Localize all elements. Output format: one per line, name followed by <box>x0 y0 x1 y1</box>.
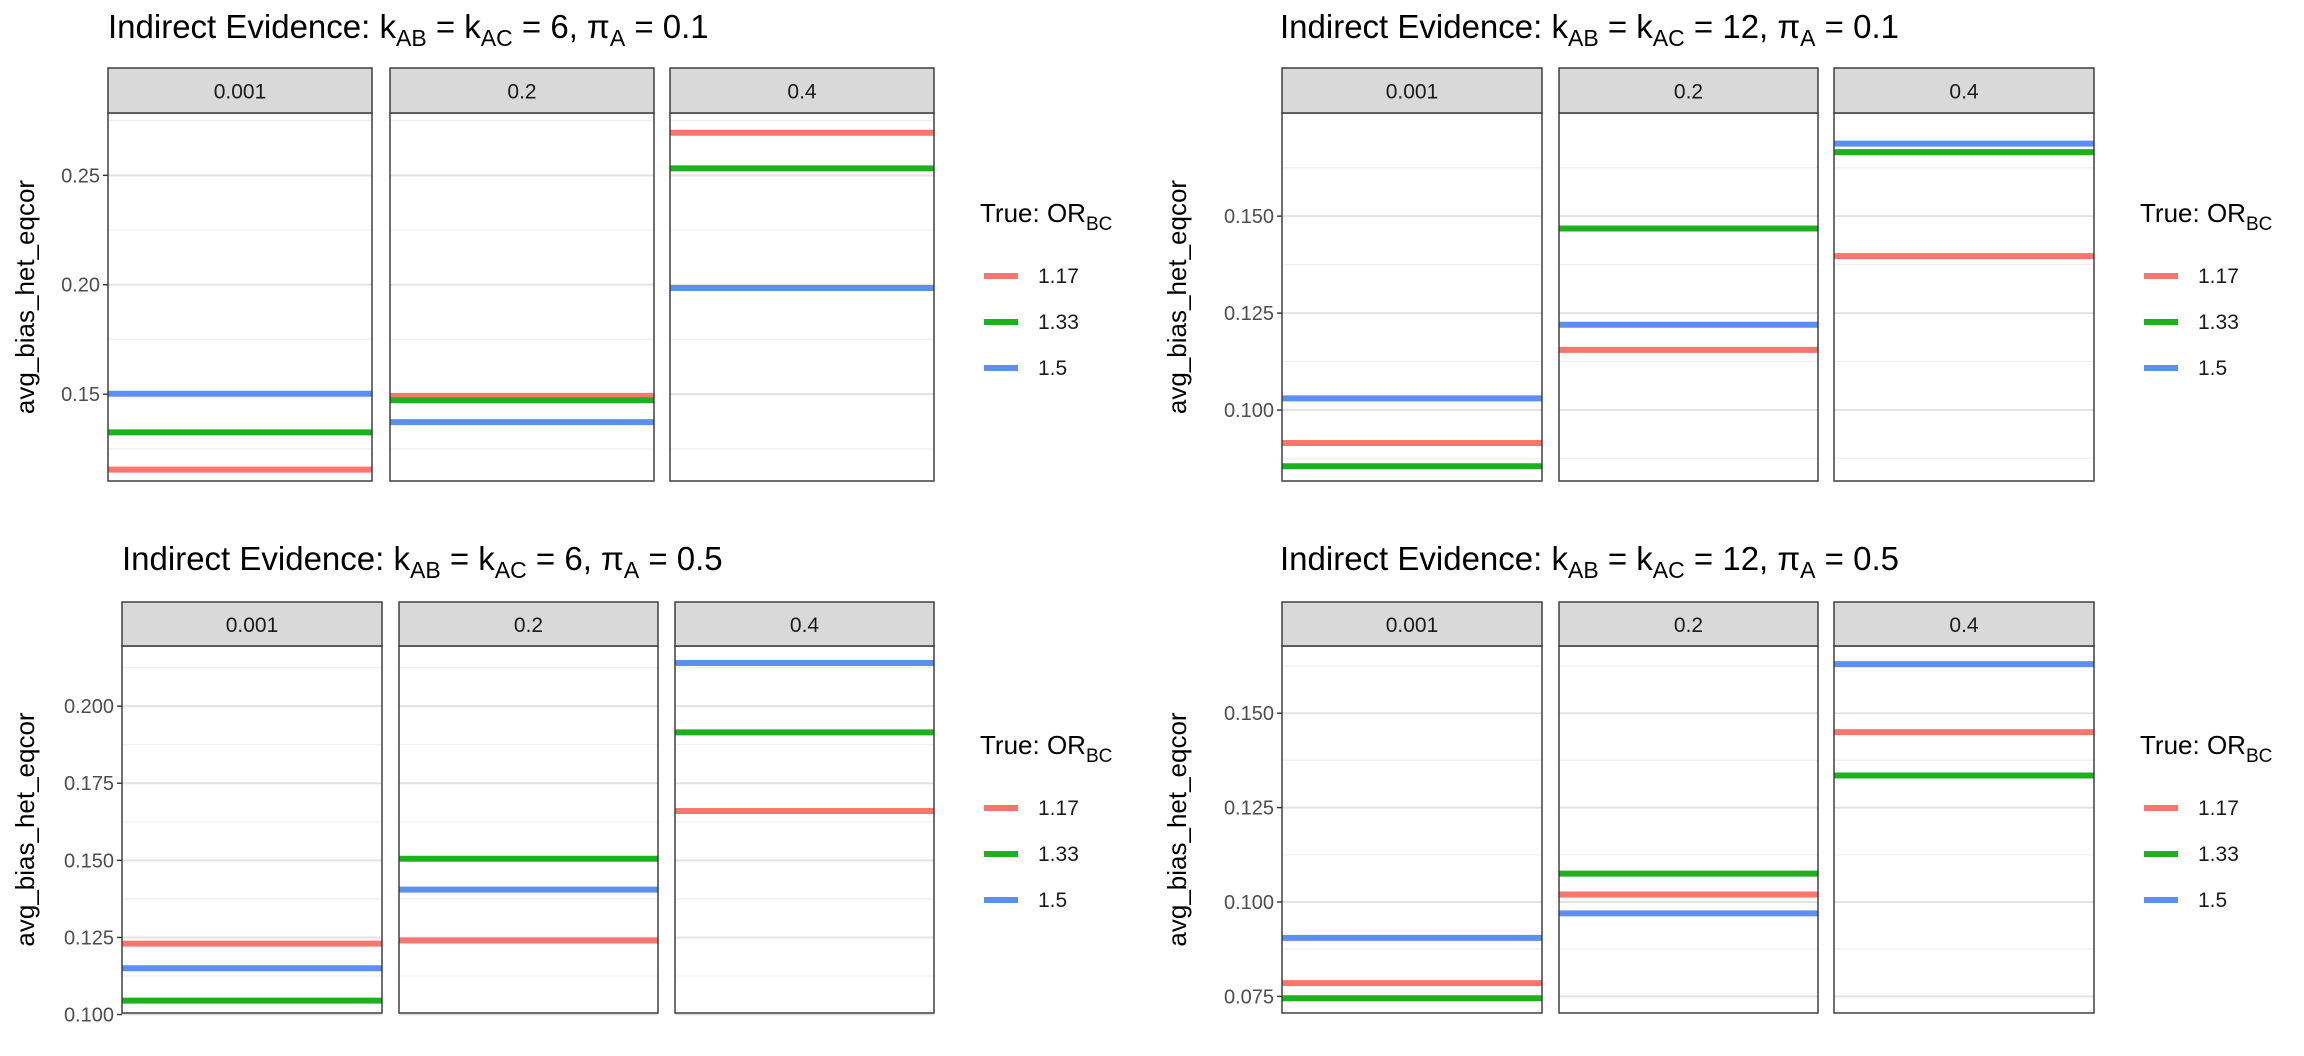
facet-strip-label: 0.2 <box>1674 81 1703 104</box>
panel-background <box>675 646 934 1013</box>
facet-panel-0.4: 0.4 <box>1833 67 2095 482</box>
facet-strip <box>1833 601 2095 647</box>
facet-panel-0.2: 0.2 <box>398 601 659 1016</box>
facet-strip <box>107 67 373 114</box>
facet-panel-0.001: 0.001 <box>1281 601 1543 1014</box>
panel-background <box>1282 113 1542 481</box>
facet-strip-label: 0.2 <box>514 614 543 637</box>
panel-background <box>390 113 654 481</box>
legend-label: 1.5 <box>2198 889 2227 912</box>
y-tick-label: 0.15 <box>61 384 100 406</box>
legend-label: 1.17 <box>2198 797 2239 820</box>
legend-label: 1.33 <box>1038 843 1079 866</box>
facet-strip-label: 0.2 <box>507 81 536 104</box>
facet-strip-label: 0.001 <box>214 81 267 104</box>
y-tick-label: 0.100 <box>1224 892 1274 914</box>
y-tick-label: 0.100 <box>64 1005 114 1027</box>
facet-panel-0.001: 0.001 <box>107 67 373 482</box>
chart-title: Indirect Evidence: kAB = kAC = 12, πA = … <box>1280 540 1899 583</box>
legend: True: ORBC 1.17 1.33 1.5 <box>980 198 1112 380</box>
facet-panel-0.4: 0.4 <box>1833 601 2095 1014</box>
facet-panel-0.2: 0.2 <box>1558 67 1819 482</box>
legend-label: 1.5 <box>1038 357 1067 380</box>
facet-strip-label: 0.001 <box>226 614 279 637</box>
facet-strip <box>398 601 659 647</box>
facet-strip-label: 0.001 <box>1386 81 1439 104</box>
facet-panel-0.4: 0.4 <box>674 601 935 1016</box>
y-tick-label: 0.125 <box>1224 303 1274 325</box>
y-tick-label: 0.200 <box>64 696 114 718</box>
legend-title: True: ORBC <box>2140 198 2272 235</box>
facet-panel-0.2: 0.2 <box>389 67 655 482</box>
chart-block-3: Indirect Evidence: kAB = kAC = 6, πA = 0… <box>10 540 1112 1027</box>
facet-panel-0.001: 0.001 <box>121 601 383 1016</box>
y-tick-label: 0.150 <box>64 850 114 872</box>
legend-label: 1.33 <box>2198 311 2239 334</box>
y-axis-title: avg_bias_het_eqcor <box>1162 180 1192 415</box>
facet-strip-label: 0.2 <box>1674 614 1703 637</box>
y-axis-title: avg_bias_het_eqcor <box>10 180 40 415</box>
legend: True: ORBC 1.17 1.33 1.5 <box>2140 730 2272 912</box>
panel-background <box>1559 646 1818 1013</box>
legend-label: 1.17 <box>1038 265 1079 288</box>
legend: True: ORBC 1.17 1.33 1.5 <box>980 730 1112 912</box>
facet-panel-0.2: 0.2 <box>1558 601 1819 1014</box>
legend-title: True: ORBC <box>980 730 1112 767</box>
facet-strip-label: 0.4 <box>1949 81 1979 104</box>
facet-strip <box>1281 67 1543 114</box>
y-tick-label: 0.125 <box>1224 798 1274 820</box>
y-tick-label: 0.075 <box>1224 986 1274 1008</box>
facet-panel-0.4: 0.4 <box>669 67 935 482</box>
facet-strip-label: 0.4 <box>787 81 817 104</box>
legend-label: 1.17 <box>2198 265 2239 288</box>
y-tick-label: 0.100 <box>1224 400 1274 422</box>
facet-strip <box>669 67 935 114</box>
chart-title: Indirect Evidence: kAB = kAC = 6, πA = 0… <box>108 8 709 51</box>
facet-strip-label: 0.001 <box>1386 614 1439 637</box>
y-tick-label: 0.125 <box>64 927 114 949</box>
panel-background <box>1834 646 2094 1013</box>
legend: True: ORBC 1.17 1.33 1.5 <box>2140 198 2272 380</box>
facet-strip <box>1558 67 1819 114</box>
chart-title: Indirect Evidence: kAB = kAC = 12, πA = … <box>1280 8 1899 51</box>
y-tick-label: 0.175 <box>64 773 114 795</box>
legend-label: 1.5 <box>1038 889 1067 912</box>
facet-strip <box>121 601 383 647</box>
legend-title: True: ORBC <box>2140 730 2272 767</box>
y-tick-label: 0.20 <box>61 275 100 297</box>
facet-strip <box>1281 601 1543 647</box>
chart-block-1: Indirect Evidence: kAB = kAC = 6, πA = 0… <box>10 8 1112 482</box>
y-tick-label: 0.25 <box>61 165 100 187</box>
panel-background <box>1559 113 1818 481</box>
y-tick-label: 0.150 <box>1224 206 1274 228</box>
facet-strip <box>1833 67 2095 114</box>
panel-background <box>122 646 382 1013</box>
facet-strip-label: 0.4 <box>1949 614 1979 637</box>
chart-block-2: Indirect Evidence: kAB = kAC = 12, πA = … <box>1162 8 2272 482</box>
legend-label: 1.17 <box>1038 797 1079 820</box>
y-tick-label: 0.150 <box>1224 703 1274 725</box>
panel-background <box>1282 646 1542 1013</box>
legend-title: True: ORBC <box>980 198 1112 235</box>
facet-panel-0.001: 0.001 <box>1281 67 1543 482</box>
facet-strip-label: 0.4 <box>790 614 820 637</box>
legend-label: 1.33 <box>1038 311 1079 334</box>
legend-label: 1.33 <box>2198 843 2239 866</box>
y-axis-title: avg_bias_het_eqcor <box>10 712 40 947</box>
facet-strip <box>389 67 655 114</box>
panel-background <box>108 113 372 481</box>
panel-background <box>399 646 658 1013</box>
chart-block-4: Indirect Evidence: kAB = kAC = 12, πA = … <box>1162 540 2272 1014</box>
legend-label: 1.5 <box>2198 357 2227 380</box>
chart-title: Indirect Evidence: kAB = kAC = 6, πA = 0… <box>122 540 723 583</box>
facet-strip <box>1558 601 1819 647</box>
panel-background <box>670 113 934 481</box>
panel-background <box>1834 113 2094 481</box>
facet-strip <box>674 601 935 647</box>
y-axis-title: avg_bias_het_eqcor <box>1162 712 1192 947</box>
